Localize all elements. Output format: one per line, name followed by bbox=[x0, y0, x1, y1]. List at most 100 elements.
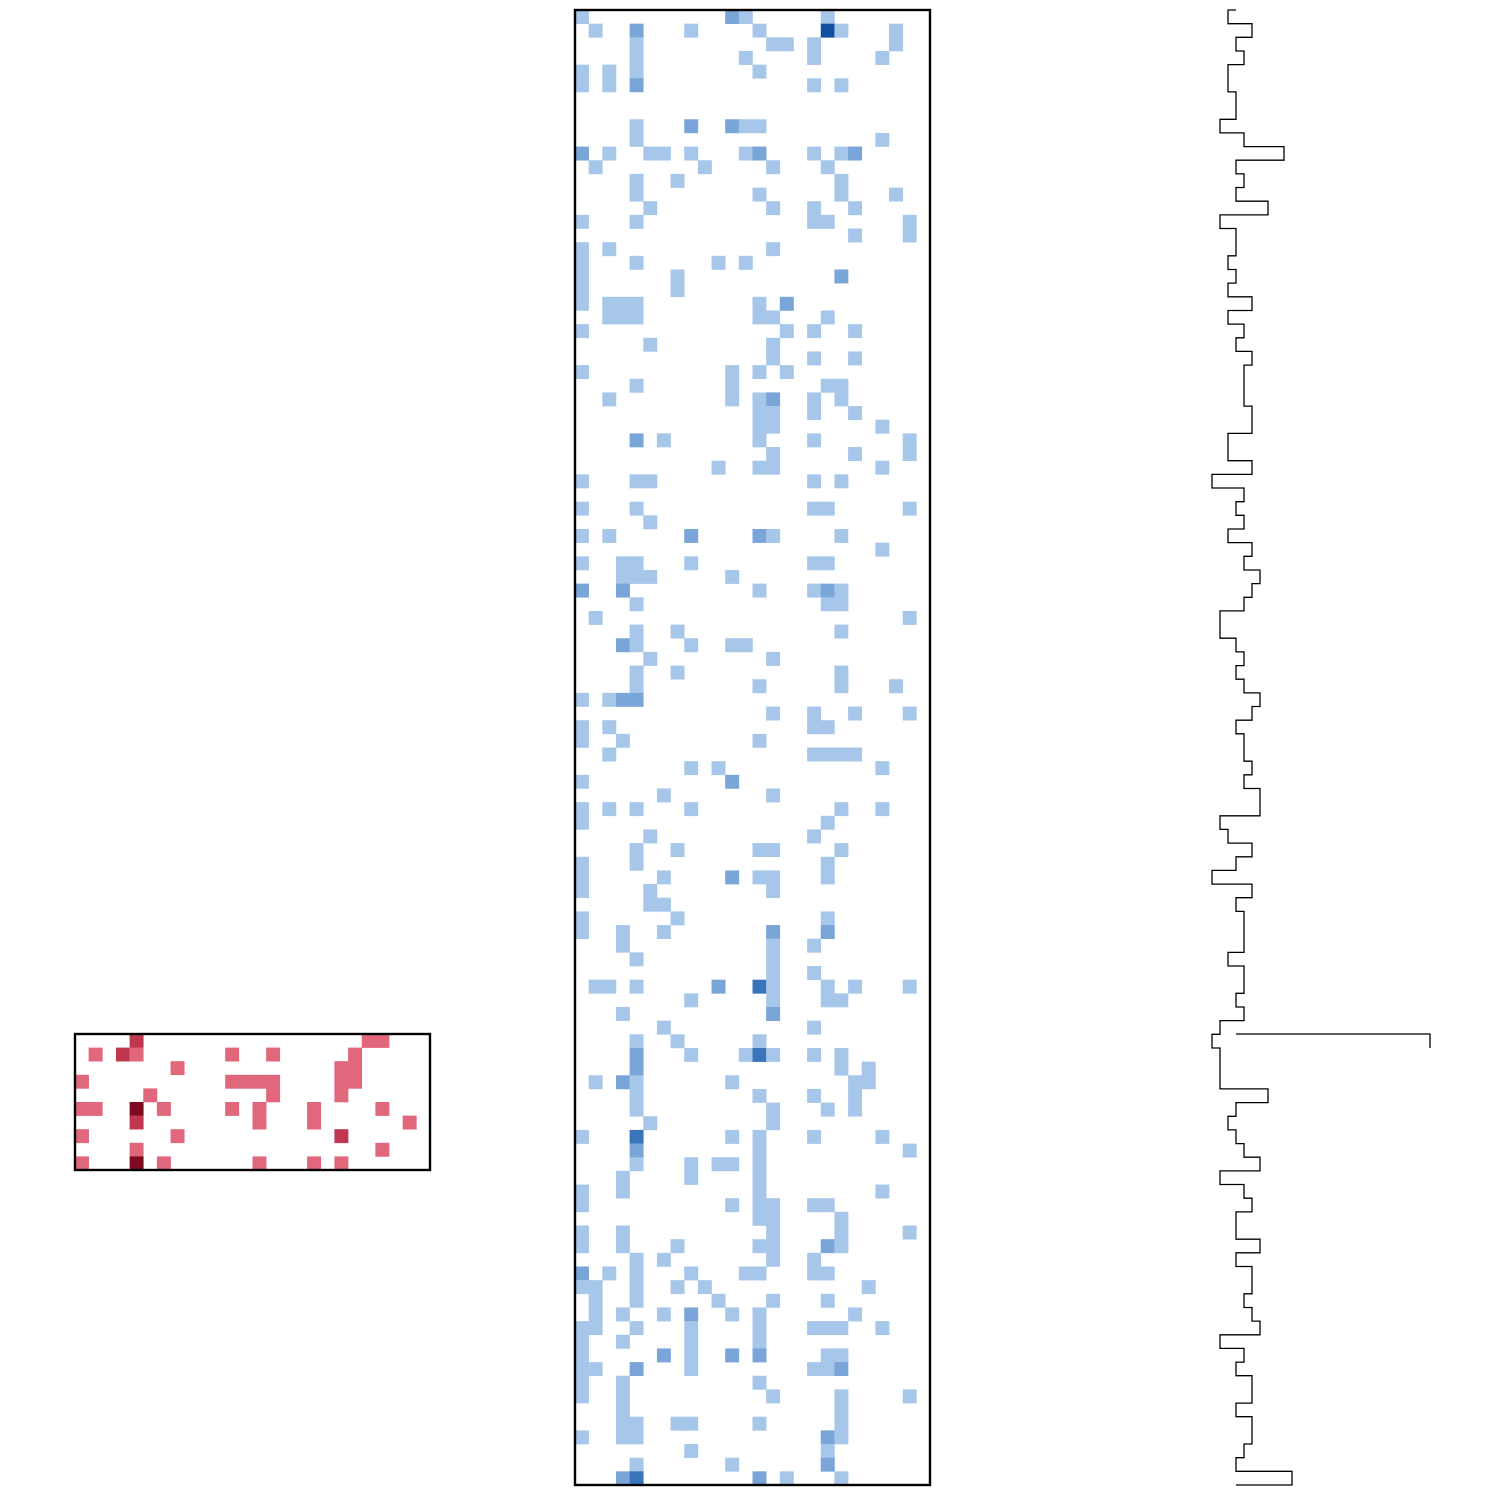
heatmap-cell bbox=[725, 10, 740, 24]
heatmap-cell bbox=[725, 378, 740, 393]
heatmap-cell bbox=[629, 1129, 644, 1144]
heatmap-cell bbox=[820, 23, 835, 38]
heatmap-cell bbox=[766, 1116, 781, 1131]
heatmap-cell bbox=[752, 1307, 767, 1322]
heatmap-cell bbox=[629, 802, 644, 817]
heatmap-cell bbox=[266, 1088, 281, 1103]
heatmap-cell bbox=[575, 64, 589, 79]
heatmap-cell bbox=[752, 64, 767, 79]
heatmap-cell bbox=[588, 23, 603, 38]
heatmap-cell bbox=[575, 815, 589, 830]
heatmap-cell bbox=[670, 283, 685, 298]
heatmap-cell bbox=[848, 228, 863, 243]
heatmap-cell bbox=[834, 1239, 849, 1254]
heatmap-cell bbox=[670, 624, 685, 639]
heatmap-cell bbox=[643, 651, 658, 666]
heatmap-cell bbox=[643, 897, 658, 912]
heatmap-cell bbox=[902, 447, 917, 461]
heatmap-cell bbox=[588, 160, 603, 175]
heatmap-cell bbox=[575, 214, 589, 229]
heatmap-cell bbox=[575, 1321, 589, 1336]
heatmap-cell bbox=[656, 1252, 671, 1267]
heatmap-cell bbox=[834, 392, 849, 407]
heatmap-cell bbox=[629, 64, 644, 79]
heatmap-cell bbox=[602, 242, 617, 257]
heatmap-cell bbox=[766, 1225, 781, 1240]
heatmap-cell bbox=[834, 1061, 849, 1076]
heatmap-cell bbox=[170, 1061, 185, 1076]
heatmap-cell bbox=[361, 1034, 376, 1048]
heatmap-cell bbox=[807, 50, 822, 65]
heatmap-cell bbox=[629, 1102, 644, 1117]
heatmap-cell bbox=[711, 979, 726, 994]
heatmap-cell bbox=[575, 1362, 589, 1377]
heatmap-cell bbox=[575, 1375, 589, 1390]
heatmap-cell bbox=[820, 1457, 835, 1472]
heatmap-cell bbox=[575, 692, 589, 707]
heatmap-cell bbox=[575, 925, 589, 940]
heatmap-cell bbox=[684, 1362, 699, 1377]
heatmap-cell bbox=[766, 351, 781, 366]
heatmap-cell bbox=[807, 433, 822, 448]
heatmap-cell bbox=[902, 228, 917, 243]
heatmap-cell bbox=[834, 624, 849, 639]
heatmap-cell bbox=[834, 378, 849, 393]
heatmap-cell bbox=[807, 501, 822, 516]
heatmap-cell bbox=[629, 952, 644, 967]
heatmap-cell bbox=[643, 884, 658, 899]
heatmap-cell bbox=[820, 160, 835, 175]
heatmap-cell bbox=[902, 1143, 917, 1158]
heatmap-cell bbox=[575, 324, 589, 339]
heatmap-cell bbox=[752, 1184, 767, 1199]
heatmap-cell bbox=[615, 938, 630, 953]
heatmap-cell bbox=[875, 1321, 890, 1336]
heatmap-cell bbox=[766, 884, 781, 899]
heatmap-cell bbox=[629, 255, 644, 270]
heatmap-cell bbox=[684, 1444, 699, 1458]
heatmap-cell bbox=[766, 392, 781, 407]
heatmap-cell bbox=[902, 1225, 917, 1240]
heatmap-cell bbox=[834, 679, 849, 694]
heatmap-cell bbox=[252, 1115, 267, 1130]
heatmap-cell bbox=[575, 774, 589, 789]
heatmap-cell bbox=[725, 774, 740, 789]
heatmap-cell bbox=[779, 37, 794, 52]
heatmap-cell bbox=[575, 870, 589, 885]
heatmap-cell bbox=[766, 966, 781, 980]
heatmap-cell bbox=[575, 1129, 589, 1144]
heatmap-cell bbox=[670, 843, 685, 858]
heatmap-cell bbox=[588, 1307, 603, 1322]
heatmap-cell bbox=[807, 474, 822, 489]
heatmap-cell bbox=[752, 1334, 767, 1349]
heatmap-cell bbox=[752, 1211, 767, 1226]
heatmap-cell bbox=[575, 283, 589, 298]
heatmap-cell bbox=[334, 1061, 349, 1076]
heatmap-cell bbox=[807, 1198, 822, 1213]
heatmap-cell bbox=[752, 1170, 767, 1185]
heatmap-cell bbox=[834, 747, 849, 762]
heatmap-cell bbox=[711, 761, 726, 776]
heatmap-cell bbox=[629, 78, 644, 93]
heatmap-cell bbox=[75, 1074, 89, 1089]
heatmap-cell bbox=[602, 64, 617, 79]
heatmap-cell bbox=[807, 214, 822, 229]
heatmap-cell bbox=[834, 78, 849, 93]
heatmap-cell bbox=[629, 1416, 644, 1431]
heatmap-cell bbox=[575, 296, 589, 311]
heatmap-cell bbox=[875, 1129, 890, 1144]
heatmap-cell bbox=[656, 433, 671, 448]
heatmap-cell bbox=[848, 1088, 863, 1103]
heatmap-cell bbox=[334, 1074, 349, 1089]
heatmap-cell bbox=[820, 747, 835, 762]
heatmap-cell bbox=[629, 665, 644, 680]
heatmap-cell bbox=[820, 870, 835, 885]
heatmap-cell bbox=[766, 1293, 781, 1308]
heatmap-cell bbox=[848, 1307, 863, 1322]
heatmap-cell bbox=[725, 119, 740, 134]
heatmap-cell bbox=[752, 1239, 767, 1254]
heatmap-cell bbox=[889, 37, 903, 52]
heatmap-cell bbox=[875, 542, 890, 557]
heatmap-cell bbox=[766, 979, 781, 994]
heatmap-cell bbox=[820, 815, 835, 830]
heatmap-cell bbox=[848, 747, 863, 762]
